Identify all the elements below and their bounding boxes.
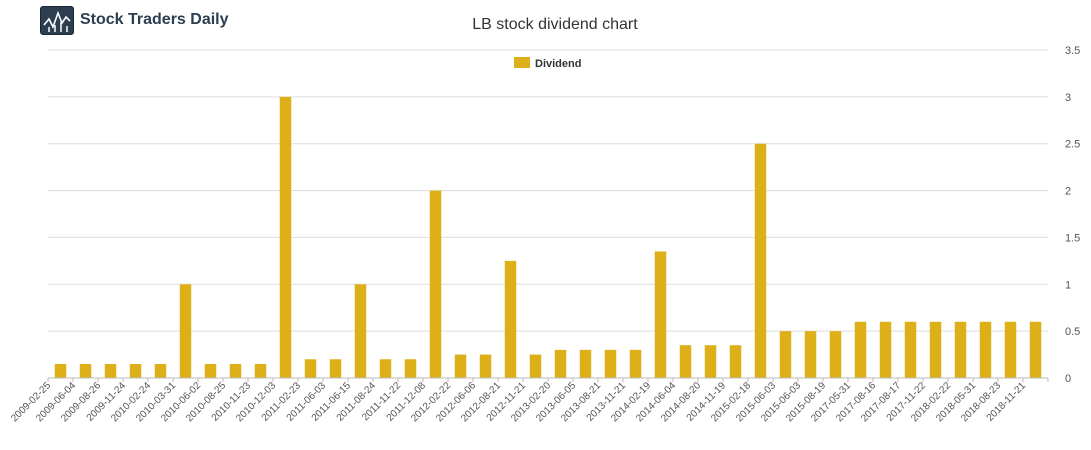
bar — [429, 190, 442, 378]
bar — [179, 284, 192, 378]
bar — [504, 260, 517, 378]
bar — [729, 345, 742, 378]
bar — [779, 331, 792, 378]
bar — [1029, 321, 1042, 378]
bar — [954, 321, 967, 378]
bar-series — [54, 96, 1042, 378]
bar — [904, 321, 917, 378]
bar — [604, 349, 617, 378]
x-axis-labels: 2009-02-252009-06-042009-08-262009-11-24… — [9, 380, 1028, 424]
bar — [629, 349, 642, 378]
bar — [854, 321, 867, 378]
bar — [304, 359, 317, 378]
bar — [279, 96, 292, 378]
bar — [579, 349, 592, 378]
brand-name: Stock Traders Daily — [80, 11, 229, 28]
bar — [229, 363, 242, 378]
y-tick-label: 1 — [1065, 279, 1071, 291]
bar — [704, 345, 717, 378]
bar — [79, 363, 92, 378]
bar — [1004, 321, 1017, 378]
bar — [54, 363, 67, 378]
brand-logo: Stock Traders Daily — [40, 5, 229, 35]
legend-label: Dividend — [535, 58, 581, 70]
y-axis-ticks: 0 0.5 1 1.5 2 2.5 3 3.5 — [1065, 45, 1080, 385]
y-tick-label: 3.5 — [1065, 45, 1080, 57]
bar — [929, 321, 942, 378]
bar — [104, 363, 117, 378]
bar — [454, 354, 467, 378]
bar — [829, 331, 842, 378]
grid-lines — [48, 49, 1048, 379]
chart-line-icon — [40, 5, 74, 35]
legend: Dividend — [514, 57, 581, 70]
bar — [479, 354, 492, 378]
x-axis — [47, 377, 1049, 382]
chart-title: LB stock dividend chart — [472, 16, 638, 33]
bar — [754, 143, 767, 378]
bar — [979, 321, 992, 378]
bar — [879, 321, 892, 378]
bar — [204, 363, 217, 378]
bar — [679, 345, 692, 378]
bar — [529, 354, 542, 378]
y-tick-label: 3 — [1065, 92, 1071, 104]
y-tick-label: 0.5 — [1065, 326, 1080, 338]
bar — [329, 359, 342, 378]
y-tick-label: 0 — [1065, 373, 1071, 385]
bar — [804, 331, 817, 378]
bar — [354, 284, 367, 378]
bar — [404, 359, 417, 378]
bar — [554, 349, 567, 378]
y-tick-label: 2.5 — [1065, 139, 1080, 151]
bar — [129, 363, 142, 378]
legend-swatch — [514, 57, 530, 68]
y-tick-label: 2 — [1065, 186, 1071, 198]
bar — [379, 359, 392, 378]
bar — [654, 251, 667, 378]
bar — [154, 363, 167, 378]
bar — [254, 363, 267, 378]
y-tick-label: 1.5 — [1065, 232, 1080, 244]
